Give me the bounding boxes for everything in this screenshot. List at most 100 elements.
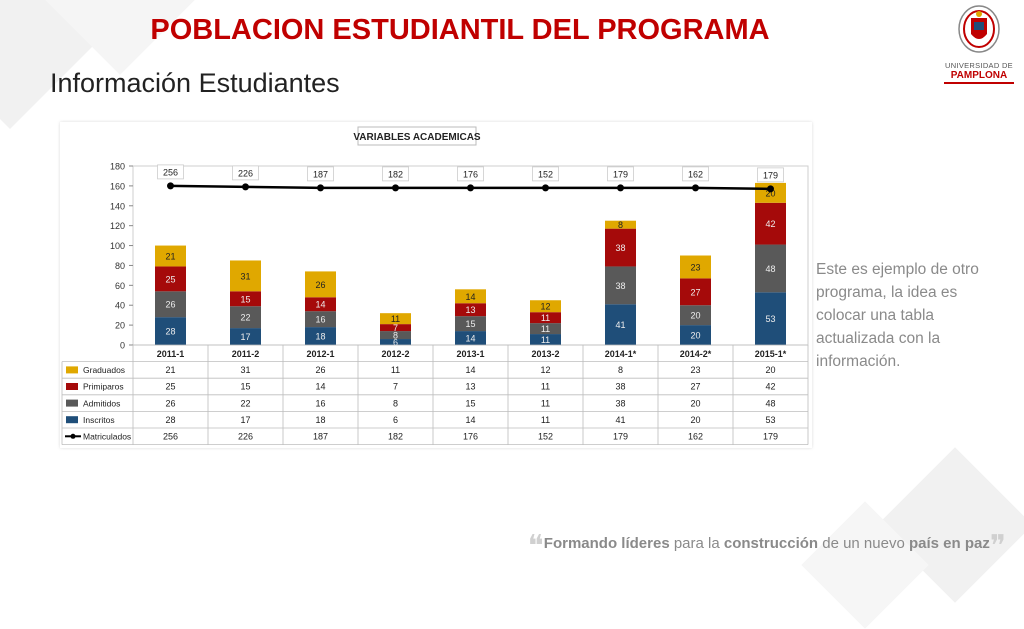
bar-data-label: 41 <box>615 320 625 330</box>
table-cell-value: 6 <box>393 415 398 425</box>
bar-data-label: 8 <box>618 220 623 230</box>
slide-title: POBLACION ESTUDIANTIL DEL PROGRAMA <box>150 14 770 46</box>
bar-data-label: 17 <box>240 332 250 342</box>
bar-data-label: 21 <box>165 251 175 261</box>
matriculados-point <box>242 183 249 191</box>
chart-title: VARIABLES ACADEMICAS <box>353 132 481 143</box>
side-note: Este es ejemplo de otro programa, la ide… <box>816 261 979 370</box>
logo-underline <box>944 82 1014 84</box>
line-label-box <box>457 166 484 182</box>
footer-word: de un nuevo <box>818 535 909 552</box>
bar-segment <box>305 271 336 298</box>
table-cell-value: 42 <box>765 382 775 392</box>
bar-segment <box>530 312 561 324</box>
bar-segment <box>380 339 411 345</box>
bar-segment <box>755 292 786 345</box>
table-cell-value: 17 <box>240 415 250 425</box>
line-data-label: 152 <box>538 169 553 179</box>
bar-data-label: 20 <box>690 311 700 321</box>
footer-word: Formando <box>543 535 618 552</box>
matriculados-point <box>467 184 474 192</box>
y-tick-label: 20 <box>115 321 125 331</box>
bar-data-label: 13 <box>465 305 475 315</box>
line-label-box <box>757 167 784 183</box>
line-data-label: 226 <box>238 168 253 178</box>
legend-series-name: Admitidos <box>83 398 120 408</box>
table-cell-value: 176 <box>463 432 478 442</box>
legend-series-name: Primiparos <box>83 382 124 392</box>
table-cell-value: 31 <box>240 365 250 375</box>
bar-data-label: 28 <box>165 327 175 337</box>
y-tick-label: 160 <box>110 181 125 191</box>
bar-segment <box>155 266 186 292</box>
university-logo: UNIVERSIDAD DE PAMPLONA <box>942 4 1016 86</box>
table-cell-value: 41 <box>615 415 625 425</box>
chart-title-box <box>357 126 477 146</box>
y-tick-label: 100 <box>110 241 125 251</box>
line-data-label: 179 <box>763 170 778 180</box>
bar-segment <box>230 260 261 292</box>
bar-segment <box>155 317 186 345</box>
table-cell-value: 14 <box>465 415 475 425</box>
table-cell-value: 14 <box>315 382 325 392</box>
bar-segment <box>530 334 561 345</box>
table-cell-value: 18 <box>315 415 325 425</box>
table-cell-value: 23 <box>690 365 700 375</box>
y-tick-label: 120 <box>110 221 125 231</box>
logo-text-bottom: PAMPLONA <box>950 70 1008 81</box>
footer-slogan: ❝Formando líderes para la construcción d… <box>528 529 1006 564</box>
table-cell-value: 26 <box>315 365 325 375</box>
bar-data-label: 15 <box>465 319 475 329</box>
table-cell-value: 16 <box>315 398 325 408</box>
table-cell-value: 22 <box>240 398 250 408</box>
bar-data-label: 14 <box>465 334 475 344</box>
bar-data-label: 38 <box>615 243 625 253</box>
line-label-box <box>682 166 709 182</box>
matriculados-point <box>692 184 699 192</box>
line-data-label: 162 <box>688 169 703 179</box>
bar-data-label: 38 <box>615 281 625 291</box>
line-label-box <box>232 165 259 181</box>
bar-data-label: 26 <box>315 280 325 290</box>
bar-segment <box>605 304 636 345</box>
table-cell-value: 20 <box>690 415 700 425</box>
legend-key <box>66 416 78 424</box>
table-cell-value: 182 <box>388 432 403 442</box>
open-quote-icon: ❝ <box>527 529 544 564</box>
bar-segment <box>605 228 636 267</box>
legend-series-name: Graduados <box>83 365 125 375</box>
bar-data-label: 15 <box>240 294 250 304</box>
legend-series-name: Matriculados <box>83 432 131 442</box>
table-cell-value: 26 <box>165 398 175 408</box>
table-cell-value: 11 <box>541 382 550 392</box>
bar-data-label: 7 <box>393 323 398 333</box>
line-label-box <box>607 166 634 182</box>
y-tick-label: 40 <box>115 301 125 311</box>
y-tick-label: 180 <box>110 162 125 172</box>
bar-data-label: 18 <box>315 332 325 342</box>
table-cell-value: 7 <box>393 382 398 392</box>
bar-data-label: 11 <box>541 324 550 334</box>
bar-data-label: 14 <box>465 292 475 302</box>
line-label-box <box>157 164 184 180</box>
x-category-label: 2013-1 <box>456 349 484 359</box>
line-data-label: 182 <box>388 169 403 179</box>
bar-segment <box>680 255 711 279</box>
y-tick-label: 140 <box>110 201 125 211</box>
bar-data-label: 20 <box>765 188 775 198</box>
legend-key <box>66 399 78 407</box>
x-category-label: 2014-1* <box>605 349 637 359</box>
bar-data-label: 23 <box>690 262 700 272</box>
x-category-label: 2011-2 <box>232 349 260 359</box>
bar-segment <box>380 313 411 325</box>
bar-segment <box>530 323 561 335</box>
bar-segment <box>305 311 336 328</box>
table-cell-value: 20 <box>765 365 775 375</box>
bar-segment <box>305 297 336 312</box>
bar-segment <box>455 316 486 332</box>
bar-segment <box>680 278 711 306</box>
y-tick-label: 60 <box>115 281 125 291</box>
table-cell-value: 21 <box>165 365 175 375</box>
table-cell-value: 11 <box>541 415 550 425</box>
bar-data-label: 22 <box>240 313 250 323</box>
